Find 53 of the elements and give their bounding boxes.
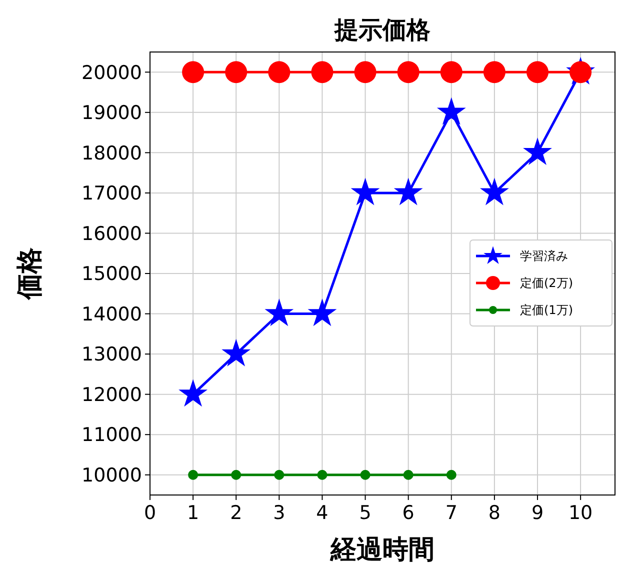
y-tick-label: 13000	[82, 344, 142, 366]
point	[264, 298, 294, 326]
x-tick-label: 1	[187, 502, 200, 524]
x-tick-label: 0	[144, 502, 156, 524]
x-tick-label: 5	[359, 502, 372, 524]
point	[480, 178, 509, 206]
x-axis-title: 経過時間	[330, 535, 434, 565]
x-tick-label: 7	[445, 502, 458, 524]
point	[440, 61, 462, 84]
y-tick-label: 15000	[82, 263, 142, 286]
point	[268, 61, 290, 84]
y-tick-label: 20000	[82, 62, 142, 84]
y-tick-label: 10000	[82, 464, 142, 487]
point	[178, 379, 208, 407]
y-tick-label: 12000	[82, 384, 142, 406]
x-tick-label: 4	[316, 502, 328, 524]
point	[308, 298, 337, 326]
point	[394, 178, 423, 206]
y-axis-title: 価格	[15, 248, 45, 300]
point	[225, 61, 248, 84]
point	[523, 137, 552, 165]
legend-label: 学習済み	[520, 249, 568, 264]
legend-label: 定価(1万)	[520, 303, 573, 318]
point	[311, 61, 334, 84]
point	[350, 178, 380, 206]
point	[483, 61, 506, 84]
y-tick-label: 19000	[82, 102, 142, 124]
legend-label: 定価(2万)	[520, 276, 573, 290]
point	[188, 470, 198, 480]
chart-title: 提示価格	[334, 16, 432, 44]
x-tick-label: 6	[402, 502, 414, 524]
y-tick-label: 18000	[82, 142, 142, 164]
y-tick-label: 17000	[82, 182, 142, 205]
x-tick-label: 8	[488, 502, 500, 524]
point	[182, 61, 204, 84]
x-tick-label: 10	[568, 502, 593, 524]
x-tick-label: 3	[273, 502, 286, 524]
point	[222, 338, 251, 366]
point	[446, 470, 456, 480]
point	[354, 61, 376, 84]
point	[526, 61, 548, 84]
point	[360, 470, 370, 480]
y-tick-label: 11000	[82, 424, 142, 446]
point	[231, 470, 242, 480]
point	[397, 61, 420, 84]
point	[403, 470, 414, 480]
y-tick-label: 16000	[82, 222, 142, 245]
point	[317, 470, 328, 480]
point	[274, 470, 284, 480]
x-tick-label: 2	[230, 502, 242, 524]
x-tick-label: 9	[531, 502, 544, 524]
point	[436, 97, 466, 125]
y-tick-label: 14000	[82, 303, 142, 326]
